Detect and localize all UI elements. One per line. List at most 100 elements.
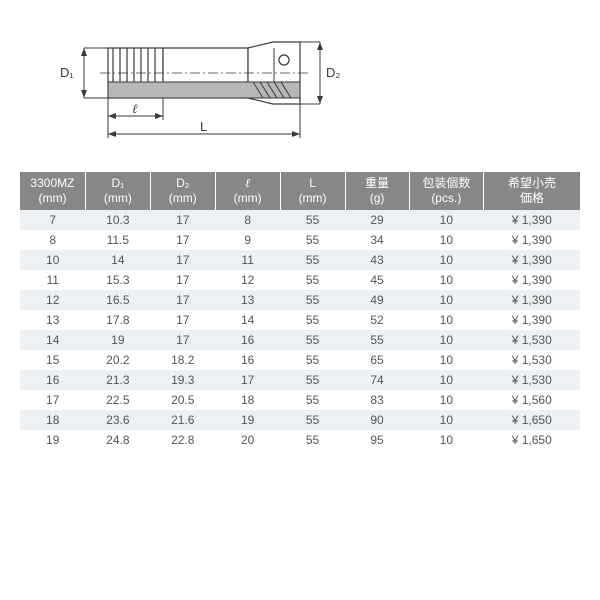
spec-table-header: 3300MZ(mm) D₁(mm) D₂(mm) ℓ(mm) L(mm) 重量(… [20,172,580,210]
table-cell: 19 [215,410,280,430]
table-cell: 45 [345,270,409,290]
label-l: L [200,119,207,134]
table-cell: 17 [20,390,85,410]
table-cell: 10 [409,390,483,410]
table-cell: 95 [345,430,409,450]
table-cell: 55 [280,310,345,330]
table-cell: 22.5 [85,390,150,410]
table-cell: ¥ 1,390 [484,310,580,330]
table-row: 1621.319.317557410¥ 1,530 [20,370,580,390]
table-cell: 15 [20,350,85,370]
table-cell: 21.6 [150,410,215,430]
label-d1: D₁ [60,65,74,80]
table-cell: 10 [409,410,483,430]
table-cell: 14 [20,330,85,350]
table-cell: 22.8 [150,430,215,450]
table-cell: 10 [409,310,483,330]
table-cell: 55 [280,350,345,370]
table-cell: 43 [345,250,409,270]
table-cell: 55 [280,290,345,310]
table-cell: 14 [85,250,150,270]
table-cell: 10 [409,290,483,310]
col-header-l: L(mm) [280,172,345,210]
table-cell: 9 [215,230,280,250]
spec-table: 3300MZ(mm) D₁(mm) D₂(mm) ℓ(mm) L(mm) 重量(… [20,172,580,450]
col-header-d1: D₁(mm) [85,172,150,210]
table-cell: 49 [345,290,409,310]
table-cell: 83 [345,390,409,410]
table-cell: 13 [20,310,85,330]
table-cell: 19.3 [150,370,215,390]
table-cell: 17 [150,270,215,290]
table-cell: 16 [215,330,280,350]
table-cell: 55 [280,430,345,450]
table-cell: 55 [280,270,345,290]
table-cell: 10 [409,210,483,230]
table-cell: ¥ 1,650 [484,410,580,430]
table-cell: ¥ 1,390 [484,250,580,270]
table-row: 1115.31712554510¥ 1,390 [20,270,580,290]
table-cell: 8 [20,230,85,250]
table-row: 710.3178552910¥ 1,390 [20,210,580,230]
table-cell: 12 [215,270,280,290]
table-cell: 10 [409,230,483,250]
table-cell: 15.3 [85,270,150,290]
table-cell: ¥ 1,530 [484,350,580,370]
table-cell: 55 [345,330,409,350]
table-cell: 23.6 [85,410,150,430]
table-cell: 19 [85,330,150,350]
spec-table-body: 710.3178552910¥ 1,390811.5179553410¥ 1,3… [20,210,580,450]
table-cell: 16.5 [85,290,150,310]
socket-diagram-svg: D₁ [48,20,348,150]
col-header-size: 3300MZ(mm) [20,172,85,210]
table-cell: 24.8 [85,430,150,450]
table-cell: ¥ 1,650 [484,430,580,450]
col-header-pack: 包装個数(pcs.) [409,172,483,210]
col-header-ell: ℓ(mm) [215,172,280,210]
table-row: 1823.621.619559010¥ 1,650 [20,410,580,430]
table-cell: 11.5 [85,230,150,250]
table-cell: 10 [409,350,483,370]
table-cell: 10 [409,330,483,350]
table-cell: 17 [150,310,215,330]
table-cell: 18 [20,410,85,430]
table-cell: 16 [215,350,280,370]
table-row: 1317.81714555210¥ 1,390 [20,310,580,330]
table-cell: ¥ 1,560 [484,390,580,410]
table-cell: 55 [280,250,345,270]
table-cell: 17 [150,230,215,250]
table-cell: 10 [409,270,483,290]
table-cell: 55 [280,390,345,410]
table-cell: 34 [345,230,409,250]
table-cell: 20.2 [85,350,150,370]
table-cell: ¥ 1,390 [484,290,580,310]
table-cell: 17 [150,250,215,270]
table-cell: 55 [280,410,345,430]
table-cell: 10 [409,250,483,270]
table-cell: ¥ 1,530 [484,330,580,350]
col-header-price: 希望小売価格 [484,172,580,210]
table-row: 1216.51713554910¥ 1,390 [20,290,580,310]
table-cell: 7 [20,210,85,230]
label-ell: ℓ [132,101,138,116]
table-cell: 10.3 [85,210,150,230]
table-cell: 17 [150,210,215,230]
table-row: 1924.822.820559510¥ 1,650 [20,430,580,450]
table-cell: 21.3 [85,370,150,390]
table-cell: 12 [20,290,85,310]
table-cell: 8 [215,210,280,230]
table-cell: 14 [215,310,280,330]
table-cell: 55 [280,330,345,350]
table-cell: ¥ 1,390 [484,270,580,290]
table-cell: ¥ 1,390 [484,230,580,250]
table-cell: 18.2 [150,350,215,370]
table-cell: 55 [280,370,345,390]
table-cell: 11 [20,270,85,290]
col-header-d2: D₂(mm) [150,172,215,210]
table-cell: 17 [150,330,215,350]
table-cell: 17 [215,370,280,390]
table-cell: 65 [345,350,409,370]
table-cell: 29 [345,210,409,230]
table-cell: 90 [345,410,409,430]
col-header-weight: 重量(g) [345,172,409,210]
